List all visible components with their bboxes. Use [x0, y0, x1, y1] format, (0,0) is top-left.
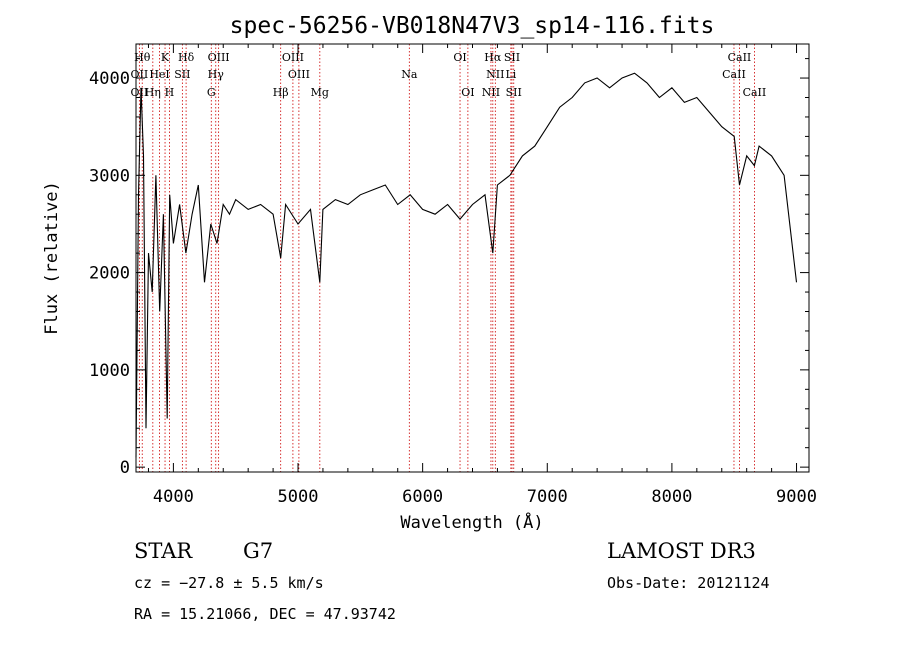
spectral-line-label: HeI: [149, 68, 169, 81]
redshift-text: cz = −27.8 ± 5.5 km/s: [134, 574, 324, 592]
obs-date: Obs-Date: 20121124: [607, 574, 770, 592]
x-axis-ticks: 4000 5000 6000 7000 8000 9000: [147, 44, 817, 507]
x-tick-label: 5000: [278, 487, 319, 507]
plot-frame: [135, 43, 810, 473]
x-tick-label: 9000: [776, 487, 817, 507]
spectral-line-label: OII: [131, 86, 149, 99]
spectrum-series-line: [135, 72, 798, 458]
object-class: STAR: [134, 539, 193, 563]
spectral-line-label: Hδ: [178, 51, 195, 64]
spectral-line-label: OI: [453, 51, 466, 64]
spectral-line-label: G: [207, 86, 216, 99]
spectral-line-label: Hα: [484, 51, 502, 64]
spectral-line-label: SII: [504, 51, 520, 64]
spectral-line-label: OII: [131, 68, 149, 81]
spectral-line-markers: [138, 44, 755, 472]
spectral-line-label: CaII: [743, 86, 767, 99]
spectral-line-label: Hη: [145, 86, 161, 99]
spectral-line-label: SII: [174, 68, 190, 81]
spectral-line-label: NII: [482, 86, 500, 99]
y-axis-ticks: 0 1000 2000 3000 4000: [89, 58, 809, 478]
spectral-line-label: OIII: [288, 68, 310, 81]
y-tick-label: 2000: [89, 264, 130, 284]
spectral-line-label: OI: [461, 86, 474, 99]
survey-name: LAMOST DR3: [607, 539, 756, 563]
spectral-line-label: Li: [505, 68, 516, 81]
x-tick-label: 4000: [153, 487, 194, 507]
spectral-line-label: OIII: [208, 51, 230, 64]
coordinates: RA = 15.21066, DEC = 47.93742: [134, 605, 396, 623]
x-tick-label: 8000: [651, 487, 692, 507]
spectral-line-label: SII: [506, 86, 522, 99]
y-tick-label: 4000: [89, 69, 130, 89]
x-tick-label: 6000: [402, 487, 443, 507]
x-tick-label: 7000: [527, 487, 568, 507]
y-tick-label: 3000: [89, 166, 130, 186]
spectral-line-label: Mg: [311, 86, 329, 99]
spectral-line-label: NII: [486, 68, 504, 81]
y-axis-label: Flux (relative): [42, 181, 62, 335]
spectral-line-label: H: [165, 86, 175, 99]
spectral-line-label: K: [161, 51, 170, 64]
spectral-line-label: Na: [401, 68, 418, 81]
spectral-line-label: CaII: [728, 51, 752, 64]
y-tick-label: 1000: [89, 361, 130, 381]
y-tick-label: 0: [120, 458, 130, 478]
chart-title: spec-56256-VB018N47V3_sp14-116.fits: [230, 13, 715, 39]
spectral-line-label: OIII: [282, 51, 304, 64]
spectral-line-label: Hγ: [208, 68, 225, 81]
spectral-line-label: Hβ: [273, 86, 289, 99]
spectral-line-label: CaII: [722, 68, 746, 81]
spectral-line-label: Hθ: [134, 51, 151, 64]
object-subclass: G7: [243, 539, 273, 563]
x-axis-label: Wavelength (Å): [400, 511, 543, 533]
